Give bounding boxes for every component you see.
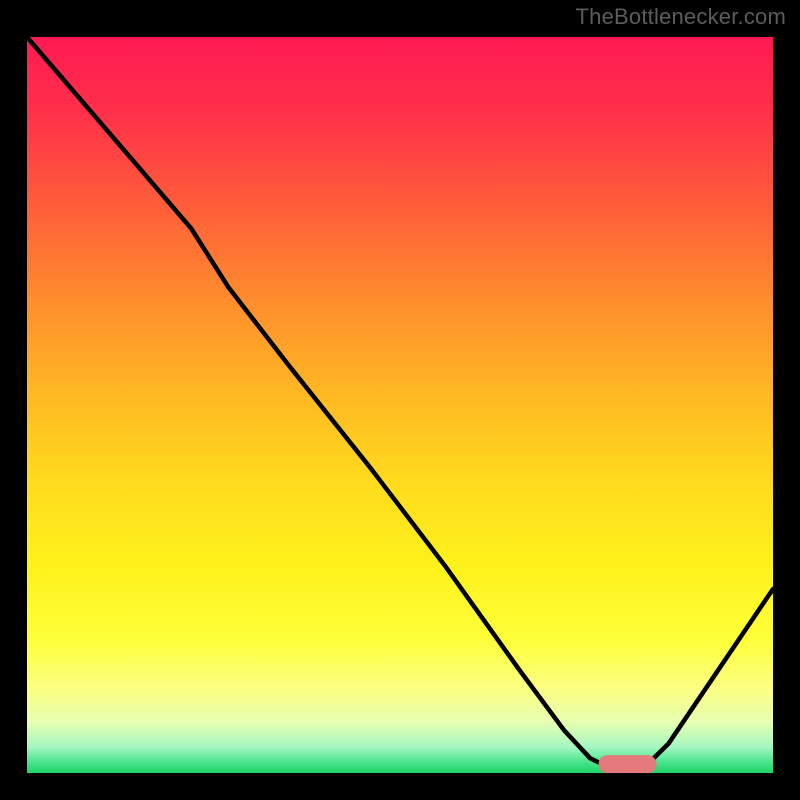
watermark-text: TheBottlenecker.com — [576, 4, 786, 30]
optimal-marker-pill — [0, 0, 800, 800]
